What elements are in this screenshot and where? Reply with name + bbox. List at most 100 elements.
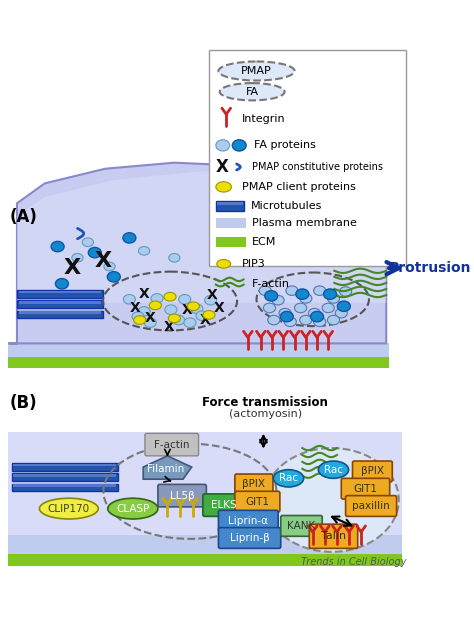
Text: FA: FA bbox=[246, 87, 259, 97]
Polygon shape bbox=[143, 456, 191, 479]
Ellipse shape bbox=[55, 279, 68, 289]
Text: paxillin: paxillin bbox=[352, 501, 390, 511]
Text: F-actin: F-actin bbox=[252, 279, 290, 288]
Ellipse shape bbox=[319, 461, 348, 478]
Ellipse shape bbox=[284, 317, 296, 326]
Bar bbox=[9, 535, 402, 554]
Bar bbox=[217, 201, 243, 205]
Text: X: X bbox=[214, 301, 225, 315]
Text: PMAP constitutive proteins: PMAP constitutive proteins bbox=[252, 162, 383, 172]
Ellipse shape bbox=[232, 140, 246, 151]
Bar bbox=[17, 310, 103, 319]
Text: CLASP: CLASP bbox=[116, 504, 149, 513]
Bar bbox=[12, 463, 118, 470]
Bar bbox=[9, 356, 389, 369]
Bar bbox=[209, 50, 406, 267]
Ellipse shape bbox=[314, 317, 326, 326]
Ellipse shape bbox=[179, 295, 191, 304]
Bar bbox=[13, 474, 117, 477]
Ellipse shape bbox=[39, 498, 98, 519]
Text: Rac: Rac bbox=[279, 473, 298, 483]
FancyBboxPatch shape bbox=[235, 491, 280, 512]
Bar bbox=[216, 218, 246, 228]
Ellipse shape bbox=[328, 315, 339, 325]
Text: X: X bbox=[182, 303, 193, 317]
Ellipse shape bbox=[309, 308, 320, 318]
Ellipse shape bbox=[132, 312, 144, 321]
Text: Talin: Talin bbox=[321, 531, 346, 541]
Text: FA proteins: FA proteins bbox=[254, 140, 316, 151]
Polygon shape bbox=[9, 171, 386, 303]
FancyBboxPatch shape bbox=[145, 433, 199, 456]
Ellipse shape bbox=[220, 83, 284, 101]
Text: Microtubules: Microtubules bbox=[250, 201, 322, 211]
Ellipse shape bbox=[217, 260, 230, 268]
Ellipse shape bbox=[205, 296, 217, 305]
Bar bbox=[13, 485, 117, 487]
Ellipse shape bbox=[337, 301, 350, 312]
Text: X: X bbox=[130, 301, 141, 315]
Text: (actomyosin): (actomyosin) bbox=[228, 409, 302, 419]
Ellipse shape bbox=[216, 140, 230, 151]
Bar bbox=[18, 301, 101, 304]
Text: PMAP: PMAP bbox=[241, 66, 272, 76]
Text: KANK: KANK bbox=[287, 521, 316, 531]
Bar bbox=[9, 344, 389, 357]
Bar bbox=[216, 237, 246, 247]
Ellipse shape bbox=[191, 304, 203, 313]
Ellipse shape bbox=[314, 286, 326, 296]
Text: X: X bbox=[64, 258, 81, 278]
Ellipse shape bbox=[82, 238, 93, 247]
Text: X: X bbox=[216, 158, 228, 176]
Text: ELKS: ELKS bbox=[211, 500, 237, 510]
Ellipse shape bbox=[196, 311, 208, 320]
Ellipse shape bbox=[300, 315, 312, 325]
Ellipse shape bbox=[151, 294, 163, 303]
Ellipse shape bbox=[134, 316, 146, 324]
Ellipse shape bbox=[164, 292, 176, 301]
Text: Protrusion: Protrusion bbox=[389, 261, 471, 275]
Ellipse shape bbox=[184, 318, 196, 328]
Ellipse shape bbox=[296, 289, 309, 299]
FancyBboxPatch shape bbox=[353, 461, 392, 482]
Ellipse shape bbox=[123, 295, 136, 304]
Text: Liprin-α: Liprin-α bbox=[228, 516, 268, 526]
Bar bbox=[13, 463, 117, 466]
Text: X: X bbox=[164, 320, 174, 334]
Ellipse shape bbox=[173, 315, 185, 325]
Bar bbox=[17, 290, 103, 297]
Ellipse shape bbox=[108, 498, 158, 519]
Text: (B): (B) bbox=[10, 394, 37, 412]
Ellipse shape bbox=[138, 306, 150, 316]
Text: X: X bbox=[139, 287, 149, 301]
Ellipse shape bbox=[264, 303, 275, 313]
Text: CLIP170: CLIP170 bbox=[48, 504, 90, 513]
Bar bbox=[12, 483, 118, 491]
FancyBboxPatch shape bbox=[235, 474, 273, 495]
Text: GIT1: GIT1 bbox=[246, 497, 269, 506]
Ellipse shape bbox=[268, 315, 280, 325]
Ellipse shape bbox=[123, 233, 136, 243]
Text: βPIX: βPIX bbox=[361, 467, 384, 476]
FancyBboxPatch shape bbox=[341, 478, 390, 499]
Ellipse shape bbox=[169, 253, 180, 262]
Text: X: X bbox=[95, 251, 112, 271]
Bar bbox=[18, 290, 101, 294]
Ellipse shape bbox=[187, 302, 200, 310]
Bar bbox=[216, 201, 244, 211]
FancyBboxPatch shape bbox=[203, 494, 245, 517]
Text: Trends in Cell Biology: Trends in Cell Biology bbox=[301, 556, 406, 567]
Ellipse shape bbox=[168, 314, 181, 322]
Text: PIP3: PIP3 bbox=[242, 259, 265, 269]
Ellipse shape bbox=[138, 247, 150, 255]
Ellipse shape bbox=[300, 294, 312, 303]
Text: Liprin-β: Liprin-β bbox=[230, 533, 269, 543]
Ellipse shape bbox=[328, 294, 339, 303]
Ellipse shape bbox=[203, 310, 215, 319]
Text: LL5β: LL5β bbox=[170, 490, 194, 501]
FancyBboxPatch shape bbox=[219, 528, 281, 549]
FancyBboxPatch shape bbox=[158, 485, 206, 507]
Ellipse shape bbox=[322, 303, 334, 313]
Ellipse shape bbox=[72, 253, 83, 262]
Text: Rac: Rac bbox=[324, 465, 343, 475]
